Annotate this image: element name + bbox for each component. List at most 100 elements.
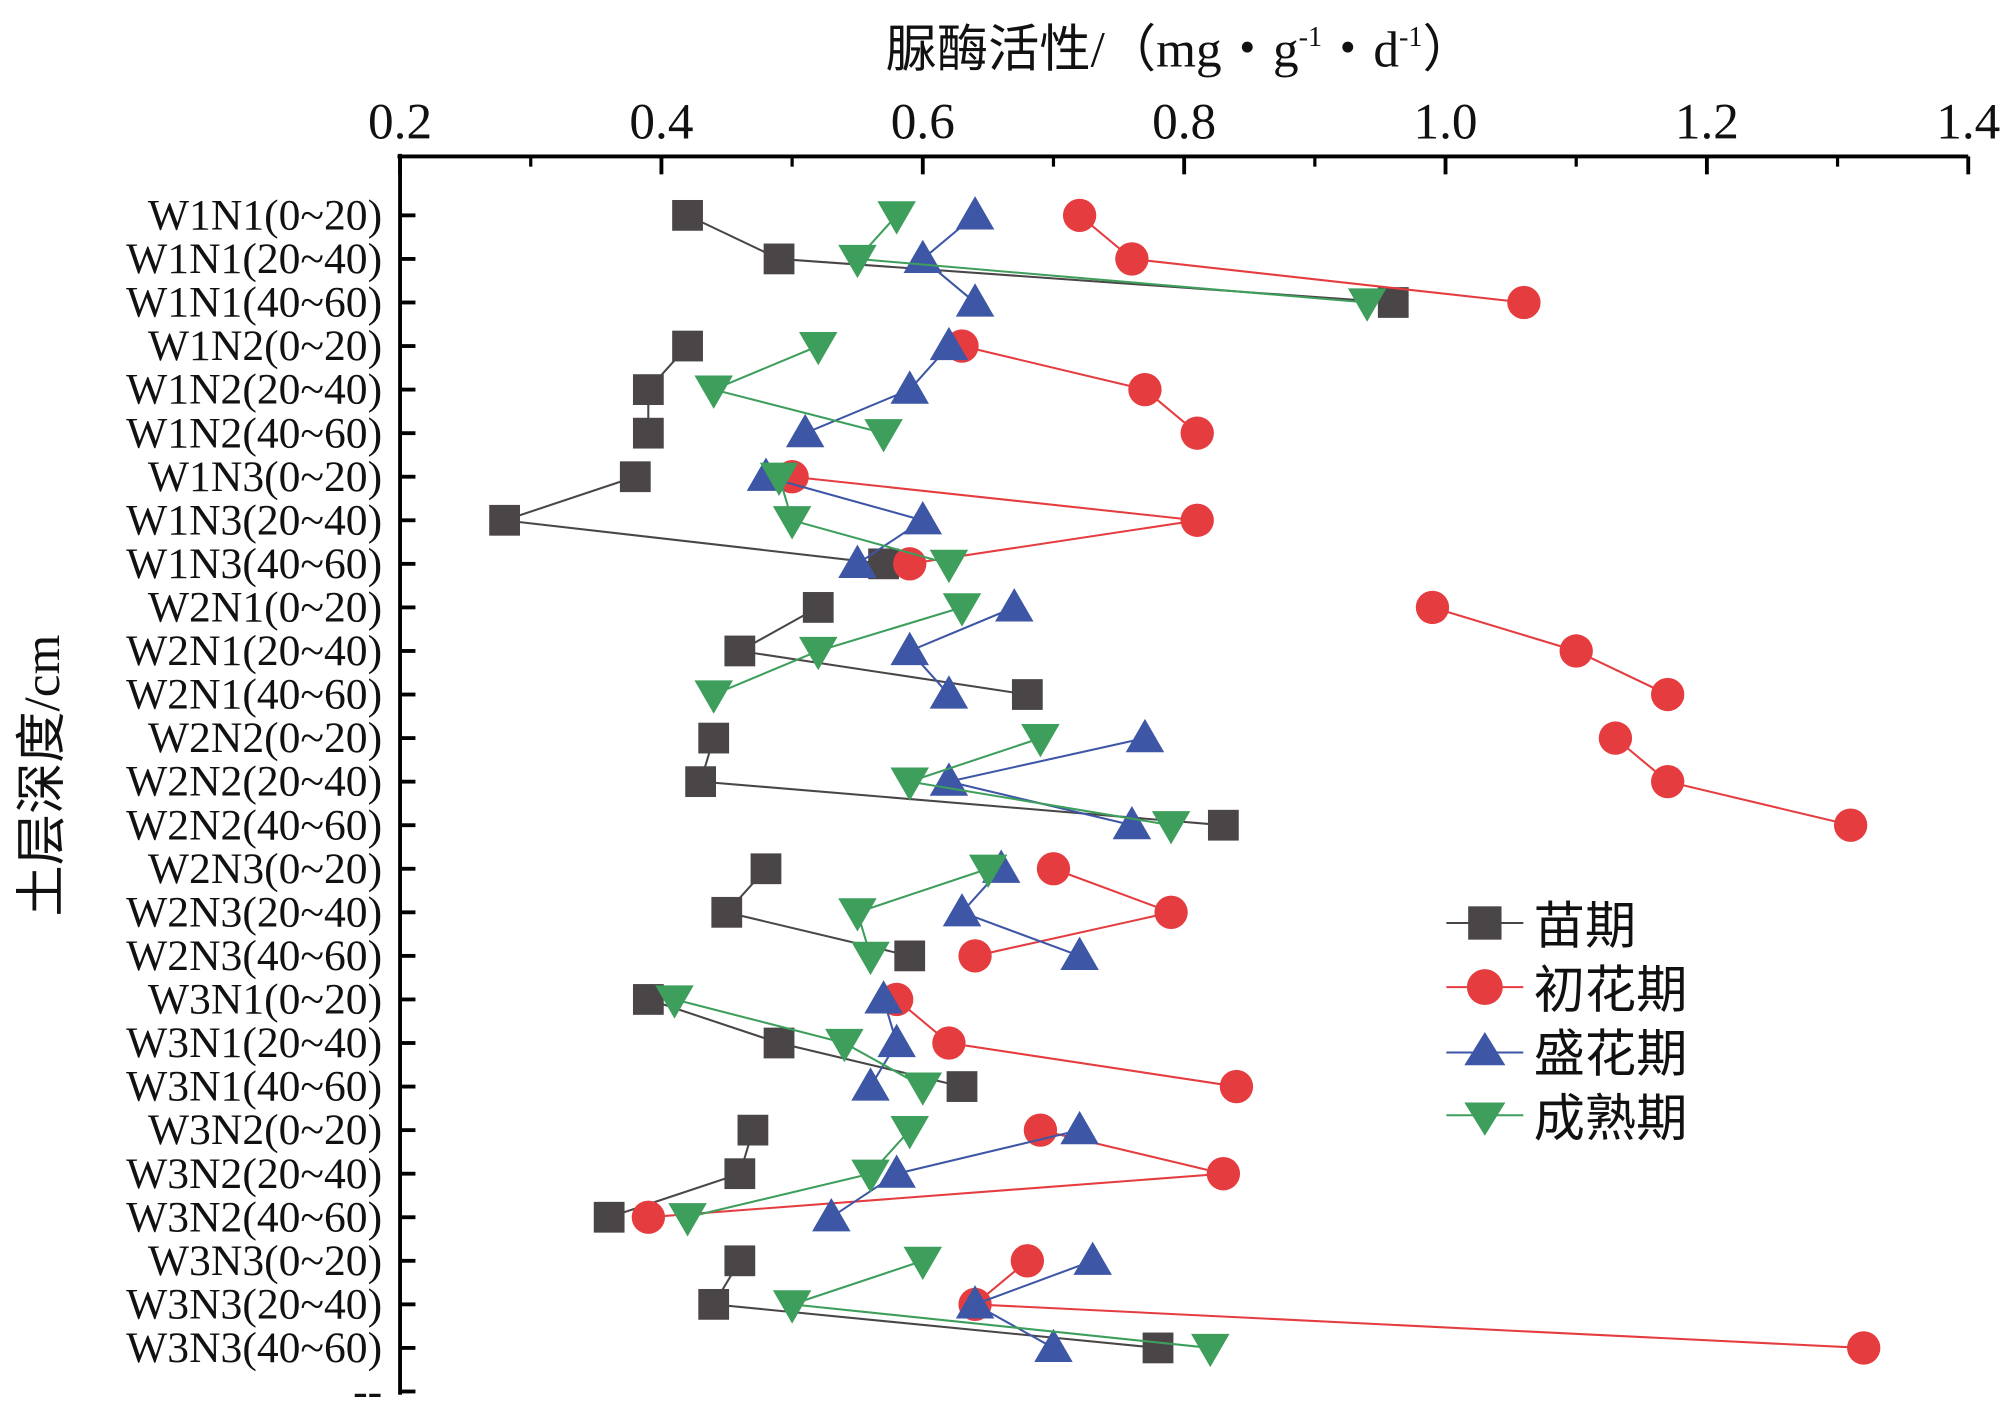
data-point — [864, 980, 903, 1014]
series-2 — [631, 198, 1881, 1365]
data-point — [631, 1200, 666, 1234]
y-axis-label: 土层深度/cm — [14, 634, 71, 916]
data-point — [932, 1026, 966, 1060]
data-point — [1128, 372, 1162, 407]
data-point — [668, 1203, 707, 1237]
y-tick-label: W3N2(40~60) — [126, 1193, 382, 1241]
data-point — [737, 1114, 769, 1146]
data-point — [1060, 936, 1099, 970]
data-point — [851, 1159, 890, 1193]
data-point — [672, 330, 703, 362]
data-point — [1415, 590, 1450, 625]
series-line — [792, 475, 1198, 565]
y-tick-label: W2N3(20~40) — [126, 888, 382, 936]
data-point — [619, 461, 651, 493]
y-tick-label: W2N1(40~60) — [126, 671, 382, 719]
y-tick-label: W3N1(0~20) — [148, 976, 382, 1024]
data-point — [724, 1245, 756, 1277]
data-point — [942, 893, 982, 927]
legend-item-maturity: 成熟期 — [1446, 1089, 1687, 1149]
x-tick-label: 0.4 — [629, 93, 693, 150]
data-point — [1833, 808, 1868, 842]
data-point — [1847, 1331, 1881, 1365]
data-point — [1191, 1333, 1230, 1368]
data-point — [955, 283, 995, 317]
data-point — [929, 549, 969, 584]
data-point — [1073, 1241, 1112, 1275]
data-point — [955, 196, 995, 230]
series-line — [1614, 737, 1851, 827]
y-tick-label: W3N3(40~60) — [126, 1324, 382, 1372]
data-point — [711, 896, 743, 928]
data-point — [838, 244, 877, 279]
data-point — [838, 544, 877, 578]
data-point — [890, 370, 929, 404]
data-point — [929, 675, 969, 709]
series-layer — [489, 196, 1881, 1368]
title-sup-2: -1 — [1399, 22, 1422, 53]
y-tick-label: W3N3(0~20) — [148, 1237, 382, 1285]
y-tick-label: W1N2(40~60) — [126, 409, 382, 457]
y-tick-label: W2N1(20~40) — [126, 627, 382, 675]
data-point — [1559, 634, 1593, 668]
data-point — [1598, 721, 1633, 755]
data-point — [1180, 503, 1214, 537]
y-tick-label: W2N3(0~20) — [148, 845, 382, 893]
data-point — [1142, 1332, 1174, 1364]
title-suffix: ） — [1422, 22, 1473, 79]
y-tick-label: W2N2(20~40) — [126, 758, 382, 806]
y-tick-label: W3N1(20~40) — [126, 1019, 382, 1067]
data-point — [799, 636, 838, 671]
data-point — [1011, 679, 1043, 710]
y-tick-label: W1N3(0~20) — [148, 453, 382, 501]
legend-item-seedling: 苗期 — [1446, 897, 1636, 957]
title-sup-1: -1 — [1299, 22, 1322, 53]
data-point — [1154, 895, 1188, 929]
y-tick-label: W3N2(20~40) — [126, 1150, 382, 1198]
data-point — [1151, 811, 1191, 845]
y-tick-label: W2N1(0~20) — [148, 584, 382, 632]
data-point — [672, 199, 703, 231]
data-point — [772, 1290, 812, 1324]
data-point — [694, 680, 733, 714]
data-point — [903, 1072, 943, 1106]
legend-marker-triangle-up — [1464, 1031, 1506, 1066]
y-tick-label: W1N3(20~40) — [126, 496, 382, 544]
series-1 — [489, 199, 1409, 1364]
data-point — [1507, 285, 1541, 320]
data-point — [632, 417, 664, 449]
legend-item-full-flowering: 盛花期 — [1446, 1025, 1687, 1085]
data-point — [877, 201, 916, 235]
data-point — [1062, 198, 1097, 233]
data-point — [890, 767, 929, 801]
y-tick-label: W1N3(40~60) — [126, 540, 382, 588]
data-point — [1010, 1244, 1045, 1278]
y-tick-label: W2N2(0~20) — [148, 714, 382, 762]
title-prefix: 脲酶活性/（mg・g — [886, 22, 1299, 79]
data-point — [1347, 288, 1387, 322]
data-point — [593, 1201, 625, 1233]
data-point — [1060, 1110, 1099, 1145]
y-tick-label: W2N2(40~60) — [126, 801, 382, 849]
data-point — [877, 1023, 916, 1058]
data-point — [851, 941, 890, 976]
x-ticks: 0.2 0.4 0.6 0.8 1.0 1.2 1.4 — [368, 93, 2000, 175]
data-point — [946, 1071, 978, 1102]
y-tick-label: W1N1(40~60) — [126, 279, 382, 327]
title-mid: ・d — [1322, 22, 1399, 79]
data-point — [929, 326, 969, 361]
y-tick-label: W2N3(40~60) — [126, 932, 382, 980]
data-point — [1206, 1157, 1241, 1191]
series-line — [1432, 606, 1669, 696]
data-point — [825, 1028, 864, 1063]
data-point — [698, 1288, 730, 1320]
data-point — [894, 940, 926, 972]
data-point — [851, 1067, 890, 1101]
data-point — [995, 588, 1034, 622]
data-point — [955, 1285, 995, 1319]
data-point — [1207, 809, 1239, 841]
data-point — [655, 985, 694, 1019]
legend-label-maturity: 成熟期 — [1534, 1089, 1688, 1149]
data-point — [968, 854, 1008, 888]
